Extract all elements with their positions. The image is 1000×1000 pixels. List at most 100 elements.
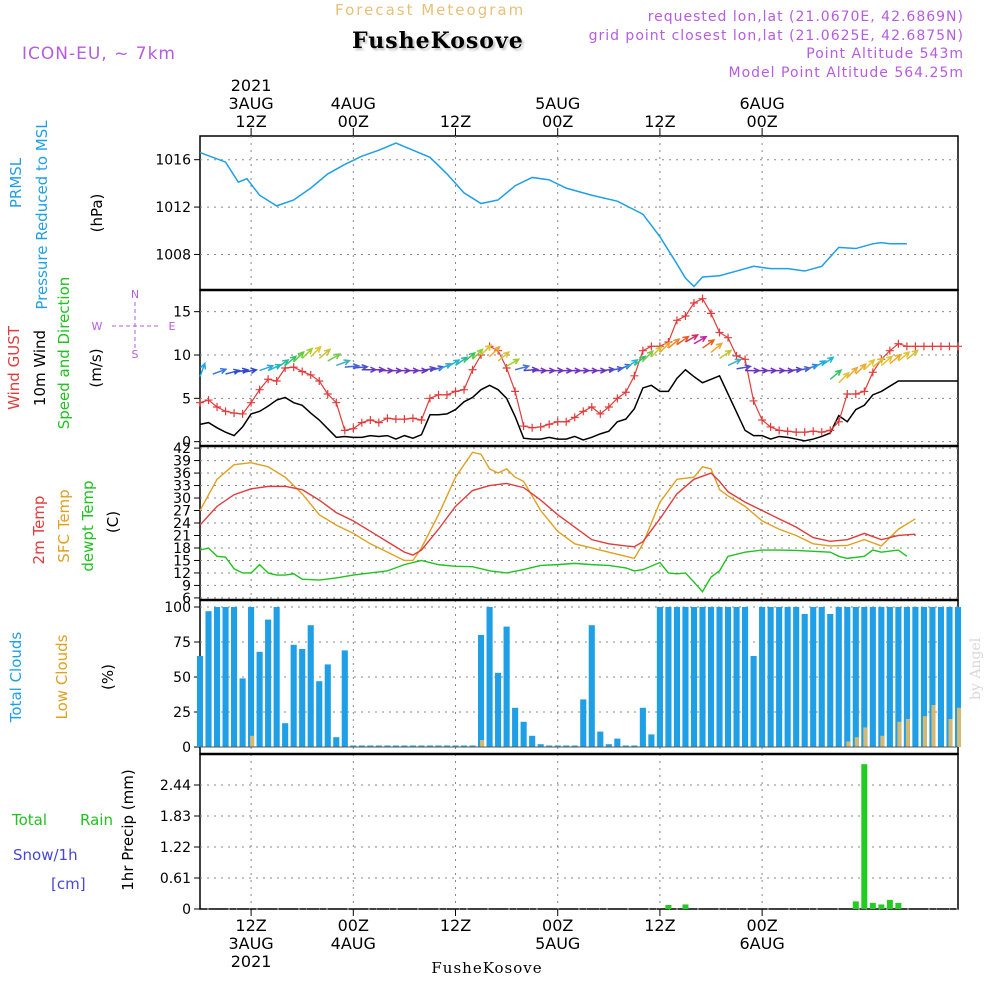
- gust-marker: [902, 342, 911, 351]
- gust-marker: [519, 422, 528, 431]
- wind-direction-arrow: [514, 364, 531, 371]
- wind-direction-arrow: [310, 345, 322, 358]
- total-cloud-bar: [401, 745, 408, 747]
- pressure-line: [199, 142, 907, 288]
- wind-direction-arrow: [276, 358, 290, 369]
- wind-direction-arrow: [199, 361, 207, 377]
- total-cloud-bar: [673, 607, 681, 747]
- gust-marker: [332, 398, 341, 407]
- wind-direction-arrow: [702, 339, 716, 349]
- total-cloud-bar: [231, 607, 238, 747]
- compass-south: S: [132, 348, 139, 361]
- total-cloud-bar: [724, 607, 732, 747]
- total-cloud-bar: [605, 744, 612, 747]
- wind-direction-arrow: [727, 358, 743, 367]
- gust-marker: [834, 417, 843, 426]
- total-cloud-bar: [375, 745, 382, 747]
- wind-direction-arrow: [719, 349, 733, 360]
- total-cloud-bar: [512, 707, 519, 747]
- total-cloud-bar: [452, 745, 459, 747]
- total-cloud-bar: [699, 607, 706, 747]
- total-cloud-bar: [844, 607, 851, 747]
- pressure-ytick-label: 1008: [155, 247, 191, 263]
- wind-direction-arrow: [225, 368, 241, 375]
- panel-precip: 0 0.61 1.22 1.83 2.44: [160, 753, 959, 918]
- total-cloud-bar: [273, 607, 280, 747]
- wind-direction-arrow: [693, 335, 708, 345]
- precip-bar: [869, 902, 876, 909]
- precip-total-label: Total: [11, 811, 47, 829]
- gust-marker: [741, 355, 750, 364]
- total-cloud-bar: [213, 607, 221, 747]
- wind-direction-arrow: [370, 366, 387, 374]
- gust-marker: [264, 375, 273, 384]
- wind-direction-arrow: [625, 358, 639, 369]
- total-cloud-bar: [776, 607, 783, 747]
- total-cloud-bar: [495, 672, 502, 747]
- total-cloud-bar: [622, 745, 629, 747]
- clouds-ytick-label: 75: [173, 635, 191, 651]
- temperature-ytick-label: 42: [173, 441, 191, 457]
- total-cloud-bar: [520, 721, 527, 747]
- bottom-time-label: 12Z: [235, 916, 266, 935]
- temperature-ytick-label: 18: [173, 541, 191, 557]
- gust-marker: [826, 426, 835, 435]
- gust-marker: [928, 342, 937, 351]
- total-cloud-bar: [690, 607, 698, 747]
- gust-marker: [809, 427, 818, 436]
- total-cloud-bar: [196, 656, 204, 747]
- low-cloud-bar: [863, 727, 868, 747]
- gust-marker: [724, 333, 733, 342]
- low-cloud-bar: [931, 705, 936, 747]
- total-cloud-bar: [588, 625, 595, 747]
- wind-ytick-label: 5: [182, 391, 191, 407]
- bottom-time-label: 00Z: [746, 916, 777, 935]
- compass-west: W: [92, 320, 103, 333]
- total-cloud-bar: [367, 745, 374, 747]
- total-cloud-bar: [750, 656, 757, 747]
- temperature-ytick-label: 6: [182, 591, 191, 607]
- gust-marker: [383, 414, 392, 423]
- gust-marker: [885, 346, 894, 355]
- wind-direction-arrow: [863, 358, 876, 371]
- gust-marker: [613, 394, 622, 403]
- low-cloud-bar: [948, 719, 953, 747]
- top-time-label: 6AUG: [739, 94, 784, 113]
- bottom-time-label: 3AUG: [228, 934, 273, 953]
- total-cloud-bar: [554, 745, 561, 747]
- gust-marker: [511, 387, 520, 396]
- pressure-series-label-long: Pressure Reduced to MSL: [33, 120, 51, 310]
- total-cloud-bar: [358, 745, 365, 747]
- total-cloud-bar: [460, 745, 468, 747]
- precip-frame: [199, 753, 959, 910]
- gust-marker: [528, 423, 537, 432]
- wind-direction-arrow: [838, 371, 850, 384]
- total-cloud-bar: [265, 619, 272, 747]
- point-altitude: Point Altitude 543m: [806, 46, 964, 62]
- total-cloud-bar: [205, 611, 212, 747]
- total-cloud-bar: [443, 745, 451, 747]
- total-cloud-bar: [742, 607, 749, 747]
- top-time-label: 5AUG: [535, 94, 580, 113]
- wind-direction-arrow: [880, 355, 894, 366]
- gust-marker: [689, 299, 698, 307]
- gust-line: [199, 297, 958, 433]
- gust-marker: [213, 403, 222, 411]
- total-cloud-bar: [878, 607, 885, 747]
- total-cloud-bar: [529, 735, 536, 747]
- total-cloud-bar: [248, 607, 255, 747]
- total-cloud-bar: [886, 607, 893, 747]
- temperature-ytick-label: 39: [173, 454, 191, 470]
- total-cloud-bar: [656, 607, 663, 747]
- gust-marker: [587, 403, 596, 411]
- total-cloud-bar: [767, 607, 774, 747]
- total-cloud-bar: [920, 607, 927, 747]
- low-cloud-bar: [880, 735, 885, 747]
- total-cloud-bar: [350, 745, 357, 747]
- total-cloud-bar: [503, 626, 510, 747]
- gust-marker: [868, 368, 877, 377]
- total-cloud-bar: [477, 635, 485, 747]
- temperature-ytick-label: 24: [173, 516, 191, 532]
- total-cloud-bar: [563, 745, 570, 747]
